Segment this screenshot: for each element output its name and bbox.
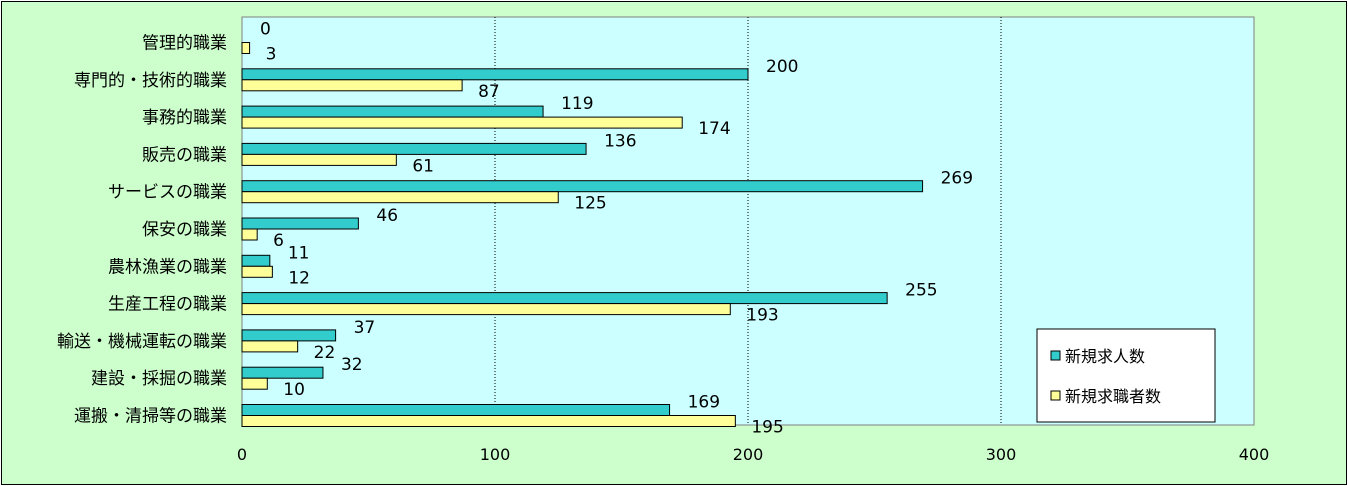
category-label: 輸送・機械運転の職業 bbox=[57, 332, 227, 352]
bar-series-1 bbox=[241, 292, 888, 305]
x-tick-labels: 0 100 200 300 400 bbox=[237, 445, 1269, 464]
bar-series-2 bbox=[241, 228, 258, 241]
data-label: 200 bbox=[766, 57, 798, 77]
bar-series-2 bbox=[241, 415, 736, 427]
bar-series-1 bbox=[241, 105, 544, 118]
bar-series-1 bbox=[241, 142, 587, 155]
legend-label-series-1: 新規求人数 bbox=[1065, 347, 1145, 366]
bar-series-1 bbox=[241, 68, 749, 81]
bar-series-2 bbox=[241, 191, 559, 204]
legend-box bbox=[1036, 328, 1216, 423]
category-label: 生産工程の職業 bbox=[108, 295, 227, 315]
bar-series-2 bbox=[241, 340, 299, 353]
data-label: 3 bbox=[266, 45, 277, 65]
category-label: 建設・採掘の職業 bbox=[91, 369, 227, 389]
category-label: 事務的職業 bbox=[142, 108, 227, 128]
data-label: 136 bbox=[604, 131, 636, 151]
x-tick-label: 200 bbox=[733, 445, 764, 464]
bar-series-1 bbox=[241, 180, 924, 193]
data-label: 87 bbox=[478, 82, 500, 102]
data-label: 37 bbox=[354, 318, 376, 338]
bar-series-2 bbox=[241, 79, 463, 92]
data-label: 269 bbox=[941, 169, 973, 189]
legend: 新規求人数 新規求職者数 bbox=[1036, 328, 1216, 423]
data-label: 169 bbox=[688, 393, 720, 413]
bar-series-1 bbox=[241, 329, 337, 342]
data-label: 174 bbox=[698, 119, 730, 139]
x-tick-label: 100 bbox=[480, 445, 511, 464]
bar-series-1 bbox=[241, 217, 359, 230]
data-label: 32 bbox=[341, 355, 363, 375]
legend-swatch-series-2 bbox=[1050, 390, 1061, 401]
bar-series-2 bbox=[241, 153, 397, 166]
category-label: 管理的職業 bbox=[142, 34, 227, 54]
category-label: サービスの職業 bbox=[108, 183, 227, 203]
data-label: 125 bbox=[574, 194, 606, 214]
data-label: 195 bbox=[751, 418, 783, 438]
grid-lines bbox=[494, 17, 1002, 425]
category-label: 販売の職業 bbox=[142, 145, 227, 165]
x-tick-label: 300 bbox=[986, 445, 1017, 464]
category-label: 運搬・清掃等の職業 bbox=[74, 407, 227, 427]
bar-series-2 bbox=[241, 116, 683, 129]
data-label: 22 bbox=[314, 343, 336, 363]
bar-series-1 bbox=[241, 254, 271, 267]
category-label: 農林漁業の職業 bbox=[108, 257, 227, 277]
data-label: 46 bbox=[376, 206, 398, 226]
x-tick-label: 0 bbox=[237, 445, 247, 464]
data-label: 255 bbox=[905, 281, 937, 301]
bar-series-2 bbox=[241, 377, 268, 390]
x-tick-label: 400 bbox=[1239, 445, 1270, 464]
bar-series-2 bbox=[241, 265, 273, 278]
data-label: 12 bbox=[288, 268, 310, 288]
bar-series-2 bbox=[241, 303, 731, 316]
bar-series-1 bbox=[241, 366, 324, 379]
data-label: 0 bbox=[260, 20, 271, 40]
bar-series-2 bbox=[241, 42, 251, 54]
data-label: 6 bbox=[273, 231, 284, 251]
data-label: 61 bbox=[412, 156, 434, 176]
bars bbox=[241, 42, 924, 427]
category-label: 専門的・技術的職業 bbox=[74, 71, 227, 91]
data-labels: 0 3 200 87 119 174 136 61 269 125 46 611 12 255 193 37 2… bbox=[260, 20, 973, 438]
data-label: 11 bbox=[288, 243, 310, 263]
data-label: 10 bbox=[283, 380, 305, 400]
legend-label-series-2: 新規求職者数 bbox=[1065, 387, 1161, 406]
category-label: 保安の職業 bbox=[142, 220, 227, 240]
legend-swatch-series-1 bbox=[1050, 350, 1061, 361]
bar-series-1 bbox=[241, 404, 671, 416]
category-labels: 管理的職業専門的・技術的職業事務的職業販売の職業サービスの職業保安の職業農林漁業… bbox=[57, 34, 227, 427]
data-label: 119 bbox=[561, 94, 593, 114]
data-label: 193 bbox=[746, 306, 778, 326]
